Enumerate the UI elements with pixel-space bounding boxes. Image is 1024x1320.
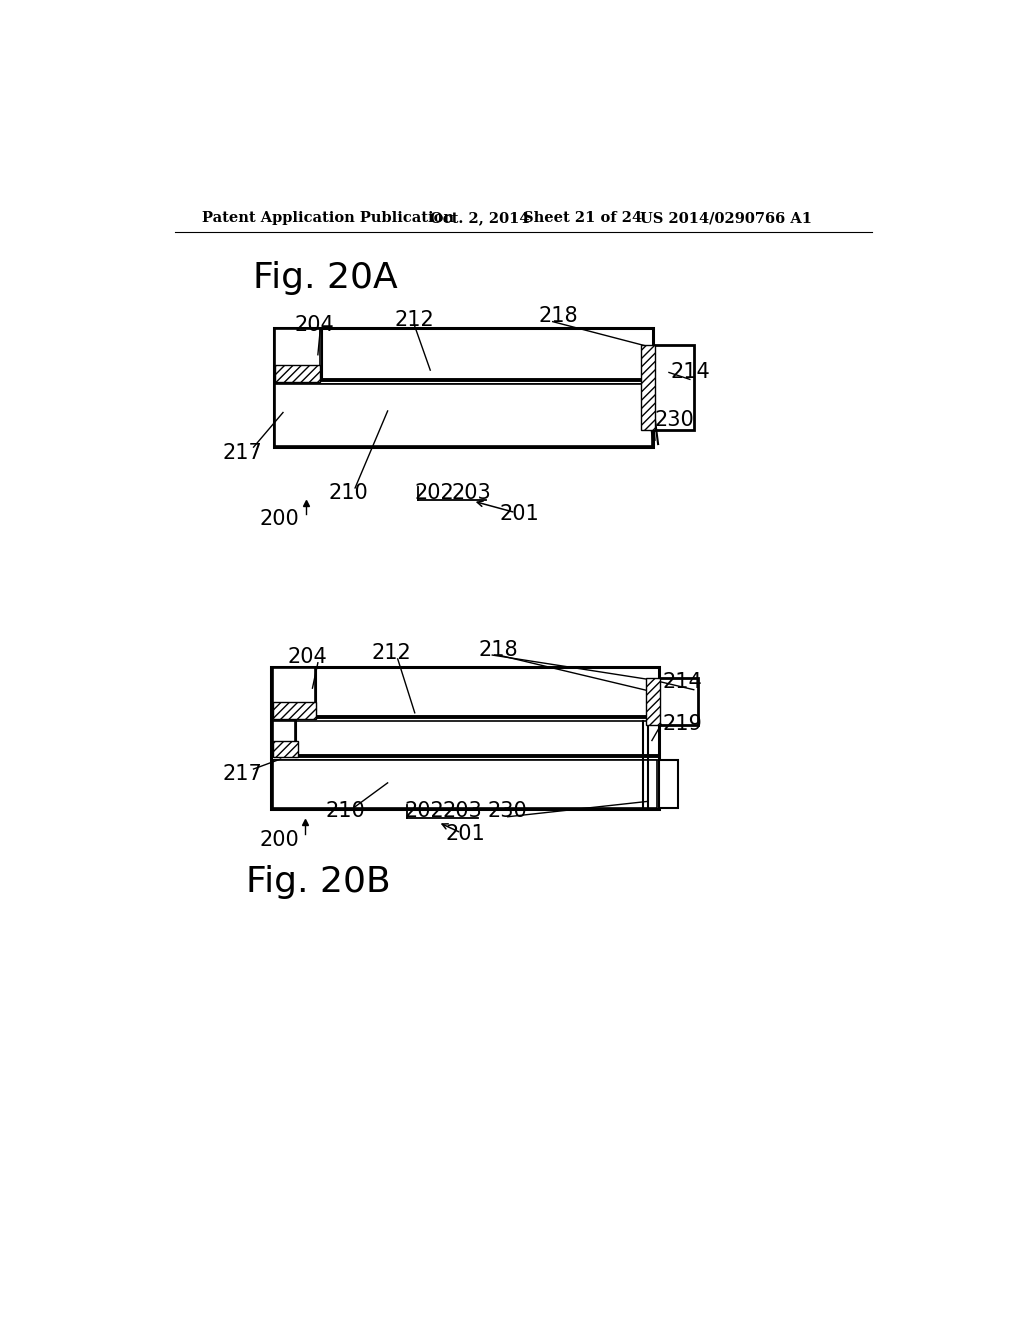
Text: US 2014/0290766 A1: US 2014/0290766 A1 (640, 211, 811, 226)
Bar (653, 345, 693, 430)
Text: 212: 212 (395, 310, 434, 330)
Text: 219: 219 (663, 714, 702, 734)
Bar (273, 741, 298, 758)
Bar (271, 667, 658, 809)
Text: Sheet 21 of 24: Sheet 21 of 24 (523, 211, 642, 226)
Bar (275, 330, 321, 379)
Bar (658, 678, 697, 725)
Bar (641, 345, 655, 430)
Text: 203: 203 (452, 483, 492, 503)
Text: 218: 218 (478, 640, 518, 660)
Text: Fig. 20B: Fig. 20B (246, 865, 390, 899)
Bar (646, 678, 660, 725)
Text: 217: 217 (223, 764, 262, 784)
Text: 214: 214 (663, 672, 702, 692)
Text: Fig. 20A: Fig. 20A (253, 261, 398, 294)
Bar (275, 384, 652, 446)
Text: 202: 202 (404, 801, 444, 821)
Bar (275, 364, 321, 381)
Bar (658, 760, 678, 808)
Bar (273, 702, 315, 719)
Text: 212: 212 (372, 643, 412, 663)
Text: 201: 201 (500, 504, 540, 524)
Text: 218: 218 (539, 306, 578, 326)
Text: 210: 210 (326, 801, 365, 821)
Text: 214: 214 (671, 363, 711, 383)
Text: 217: 217 (223, 442, 262, 462)
Text: 202: 202 (415, 483, 454, 503)
Bar (273, 721, 295, 755)
Bar (273, 327, 653, 447)
Text: 204: 204 (294, 315, 334, 335)
Bar (273, 760, 657, 808)
Text: 203: 203 (443, 801, 482, 821)
Text: 204: 204 (288, 647, 328, 668)
Text: Oct. 2, 2014: Oct. 2, 2014 (430, 211, 529, 226)
Text: 201: 201 (445, 825, 485, 845)
Text: 230: 230 (655, 411, 694, 430)
Text: 230: 230 (487, 801, 527, 821)
Bar (273, 668, 314, 715)
Text: 200: 200 (259, 830, 299, 850)
Text: Patent Application Publication: Patent Application Publication (202, 211, 454, 226)
Text: 210: 210 (329, 483, 369, 503)
Text: 200: 200 (259, 508, 299, 529)
